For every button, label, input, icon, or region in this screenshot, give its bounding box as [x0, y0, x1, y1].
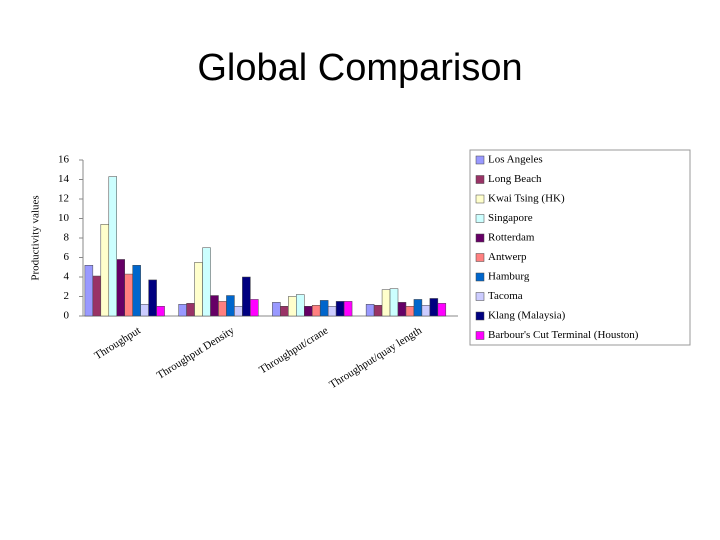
bar — [100, 224, 110, 317]
legend-swatch — [475, 194, 485, 204]
legend-label: Tacoma — [488, 290, 523, 302]
bar — [148, 279, 157, 317]
legend-swatch — [475, 311, 485, 321]
legend-label: Los Angeles — [488, 154, 543, 166]
legend-swatch — [475, 253, 485, 262]
bar — [84, 265, 94, 317]
bar — [108, 176, 117, 317]
bar — [280, 306, 289, 317]
legend-swatch — [475, 292, 485, 301]
legend-swatch — [475, 331, 485, 340]
legend-swatch — [475, 272, 485, 282]
y-tick-label: 0 — [64, 310, 70, 322]
bar — [373, 305, 383, 317]
bar — [124, 273, 133, 317]
bar — [397, 302, 407, 317]
bar — [389, 288, 399, 317]
bar — [296, 294, 305, 317]
x-tick-label: Throughput — [92, 325, 142, 363]
bar — [202, 247, 211, 317]
bar — [194, 262, 203, 317]
bar — [319, 300, 329, 317]
bar — [156, 306, 165, 317]
legend-label: Antwerp — [488, 251, 527, 263]
legend-label: Long Beach — [488, 173, 542, 185]
x-tick-label: Throughput/quay length — [327, 324, 424, 391]
legend-label: Barbour's Cut Terminal (Houston) — [488, 329, 639, 341]
bar — [178, 304, 187, 317]
y-tick-label: 14 — [58, 173, 70, 185]
legend-label: Klang (Malaysia) — [488, 310, 566, 322]
bar — [234, 306, 243, 317]
bar — [304, 306, 313, 317]
legend-label: Kwai Tsing (HK) — [488, 193, 565, 205]
bar — [92, 275, 102, 317]
legend-swatch — [475, 175, 485, 184]
bar — [343, 301, 353, 317]
bar — [381, 289, 391, 317]
chart-title: Global Comparison — [197, 47, 522, 89]
bar — [437, 303, 447, 317]
bar — [140, 304, 149, 317]
bar — [250, 299, 259, 317]
bar — [365, 304, 375, 317]
y-axis-label: Productivity values — [30, 195, 42, 280]
legend-label: Singapore — [488, 212, 533, 224]
y-tick-label: 16 — [58, 154, 70, 166]
bar — [218, 301, 227, 317]
legend-swatch — [475, 155, 485, 165]
bar — [132, 265, 141, 317]
bar — [335, 301, 345, 317]
bar — [226, 295, 235, 317]
x-tick-label: Throughput/crane — [257, 324, 330, 376]
legend-label: Hamburg — [488, 271, 530, 283]
bar — [186, 303, 195, 317]
x-tick-label: Throughput Density — [155, 324, 237, 382]
bar — [327, 306, 337, 317]
y-tick-label: 2 — [64, 290, 70, 302]
bar — [421, 305, 431, 317]
legend-swatch — [475, 233, 485, 243]
y-tick-label: 8 — [64, 232, 70, 244]
bar — [311, 305, 321, 317]
bar — [288, 296, 297, 317]
y-tick-label: 6 — [64, 251, 70, 263]
y-tick-label: 12 — [58, 193, 69, 205]
legend-label: Rotterdam — [488, 232, 535, 244]
bar — [116, 259, 125, 317]
bar — [272, 302, 281, 317]
bar — [242, 276, 251, 317]
legend-box — [469, 149, 691, 346]
legend-swatch — [475, 214, 485, 223]
y-tick-label: 4 — [64, 271, 70, 283]
bar — [210, 295, 219, 317]
y-tick-label: 10 — [58, 212, 70, 224]
bar — [429, 298, 439, 317]
bar — [413, 299, 423, 317]
bar — [405, 306, 415, 317]
